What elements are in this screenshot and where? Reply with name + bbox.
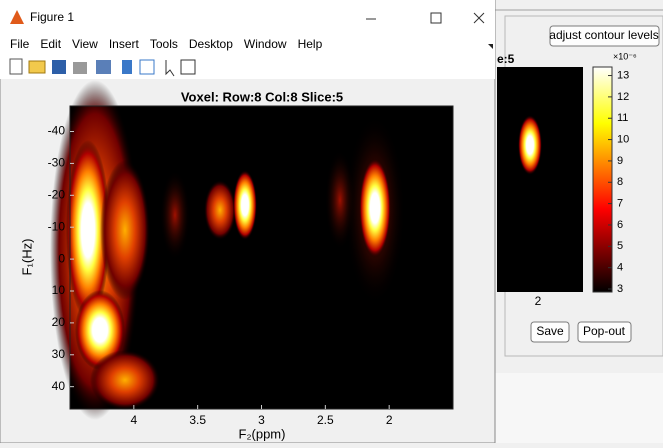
title-bar: [0, 0, 495, 33]
colorbar-tick-label: 3: [617, 283, 623, 295]
y-tick-label: 30: [52, 347, 66, 361]
legend-icon[interactable]: [139, 59, 155, 75]
close-button[interactable]: [473, 12, 485, 24]
menu-bar: [0, 33, 495, 55]
colorbar-tick-label: 10: [617, 133, 629, 145]
new-icon[interactable]: [9, 58, 23, 75]
contour-blob: [66, 140, 110, 320]
contour-blob: [75, 290, 125, 370]
mini-plot: [497, 67, 583, 292]
mini-x-tick: 2: [535, 294, 542, 308]
contour-blob: [233, 170, 257, 240]
x-axis-label: F₂(ppm): [239, 426, 286, 441]
colorbar: [592, 66, 613, 293]
print-icon[interactable]: [73, 62, 87, 74]
x-tick-label: 2: [386, 413, 393, 427]
x-tick-label: 4: [130, 413, 137, 427]
save-icon[interactable]: [52, 60, 66, 74]
colorbar-tick-label: 7: [617, 198, 623, 210]
slice-label: e:5: [497, 52, 515, 66]
colorbar-tick-label: 8: [617, 176, 623, 188]
lower-area: [495, 373, 663, 443]
button-label: Save: [536, 324, 564, 338]
save-button[interactable]: [530, 321, 570, 343]
x-tick-label: 2.5: [317, 413, 334, 427]
y-tick-label: -30: [48, 156, 66, 170]
menu-item[interactable]: File: [10, 37, 30, 51]
colorbar-tick-label: 13: [617, 69, 629, 81]
axes-title: Voxel: Row:8 Col:8 Slice:5: [181, 89, 343, 104]
button-label: adjust contour levels: [549, 28, 658, 42]
app-icon: [10, 10, 24, 24]
menu-item[interactable]: Desktop: [189, 37, 233, 51]
colorbar-tick-label: 12: [617, 91, 629, 103]
colorbar-exponent: ×10⁻⁶: [613, 51, 637, 61]
contour-blob: [160, 170, 190, 260]
menu-item[interactable]: View: [72, 37, 98, 51]
y-tick-label: 0: [58, 251, 65, 265]
contour-blob: [518, 115, 542, 175]
window-title: Figure 1: [30, 10, 74, 24]
menu-item[interactable]: Window: [244, 37, 287, 51]
y-tick-label: -10: [48, 219, 66, 233]
y-tick-label: 20: [52, 315, 66, 329]
colorbar-icon[interactable]: [122, 60, 132, 74]
link-icon[interactable]: [96, 60, 111, 74]
button-label: Pop-out: [583, 324, 626, 338]
propertyeditor-icon[interactable]: [180, 59, 196, 75]
adjust-button[interactable]: [549, 25, 660, 47]
contour-blob: [100, 160, 150, 300]
colorbar-tick-label: 5: [617, 240, 623, 252]
contour-blob: [359, 158, 391, 258]
menu-item[interactable]: Tools: [150, 37, 178, 51]
menu-item[interactable]: Help: [298, 37, 323, 51]
colorbar-tick-label: 11: [617, 112, 628, 124]
colorbar-tick-label: 4: [617, 262, 623, 274]
menu-item[interactable]: Insert: [109, 37, 140, 51]
x-tick-label: 3.5: [189, 413, 206, 427]
contour-blob: [90, 350, 160, 410]
menu-arrow[interactable]: [488, 44, 493, 49]
menu-item[interactable]: Edit: [40, 37, 61, 51]
colorbar-tick-label: 6: [617, 219, 623, 231]
y-tick-label: -40: [48, 124, 66, 138]
y-axis-label: F₁(Hz): [19, 239, 34, 276]
pointer-icon[interactable]: [165, 60, 175, 77]
colorbar-tick-label: 9: [617, 155, 623, 167]
y-tick-label: -20: [48, 187, 66, 201]
open-icon[interactable]: [28, 60, 46, 74]
y-tick-label: 40: [52, 379, 66, 393]
maximize-button[interactable]: [430, 12, 442, 24]
contour-blob: [204, 180, 236, 240]
popout-button[interactable]: [577, 321, 632, 343]
y-tick-label: 10: [52, 283, 66, 297]
x-tick-label: 3: [258, 413, 265, 427]
toolbar-icons: [9, 58, 196, 77]
